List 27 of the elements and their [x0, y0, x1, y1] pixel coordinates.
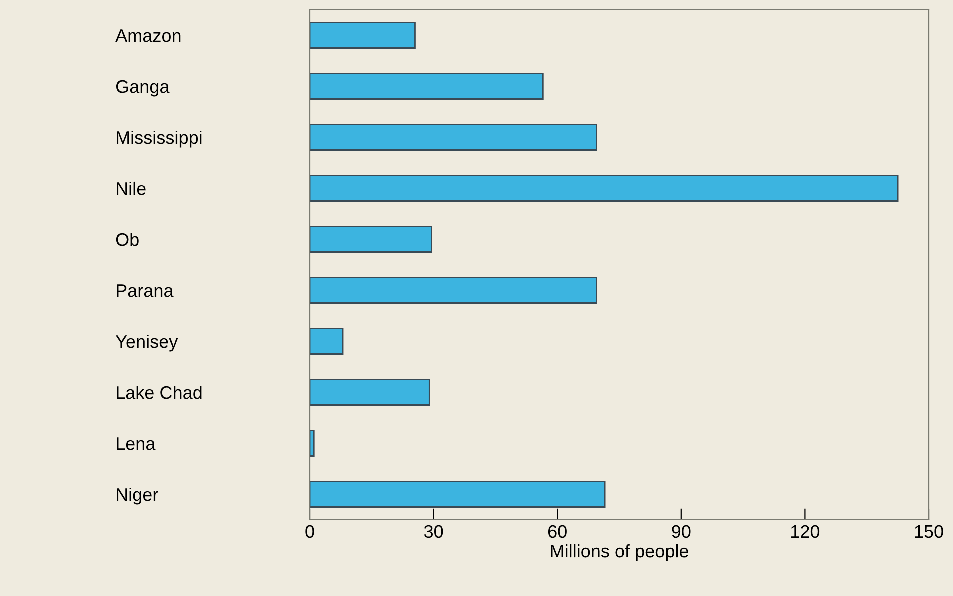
- bar: [310, 73, 544, 100]
- bar: [310, 379, 430, 406]
- x-axis-title: Millions of people: [551, 544, 688, 562]
- x-tick-label: 90: [672, 525, 691, 538]
- y-tick-label: Niger: [117, 488, 158, 505]
- bar: [310, 277, 598, 304]
- y-tick-label: Ob: [116, 232, 139, 246]
- bar: [310, 226, 432, 253]
- x-tick-label: 30: [424, 525, 444, 538]
- x-tick-label: 60: [548, 525, 567, 538]
- y-tick-label: Lena: [117, 438, 156, 450]
- y-tick-label: Amazon: [116, 30, 181, 42]
- bar: [310, 124, 598, 151]
- y-tick-label: Lake Chad: [117, 386, 202, 400]
- bar: [310, 22, 416, 49]
- x-tick-label: 150: [915, 525, 944, 538]
- x-tick-label: 120: [792, 525, 820, 538]
- x-tick-label: 0: [306, 525, 314, 538]
- y-tick-label: Nile: [117, 182, 146, 196]
- bar: [310, 481, 606, 508]
- bar: [310, 328, 344, 355]
- y-tick-label: Ganga: [116, 80, 170, 97]
- y-tick-label: Mississippi: [117, 130, 202, 148]
- bar: [310, 175, 899, 202]
- y-tick-label: Parana: [117, 284, 174, 298]
- bar: [310, 430, 315, 457]
- y-tick-label: Yenisey: [116, 334, 178, 352]
